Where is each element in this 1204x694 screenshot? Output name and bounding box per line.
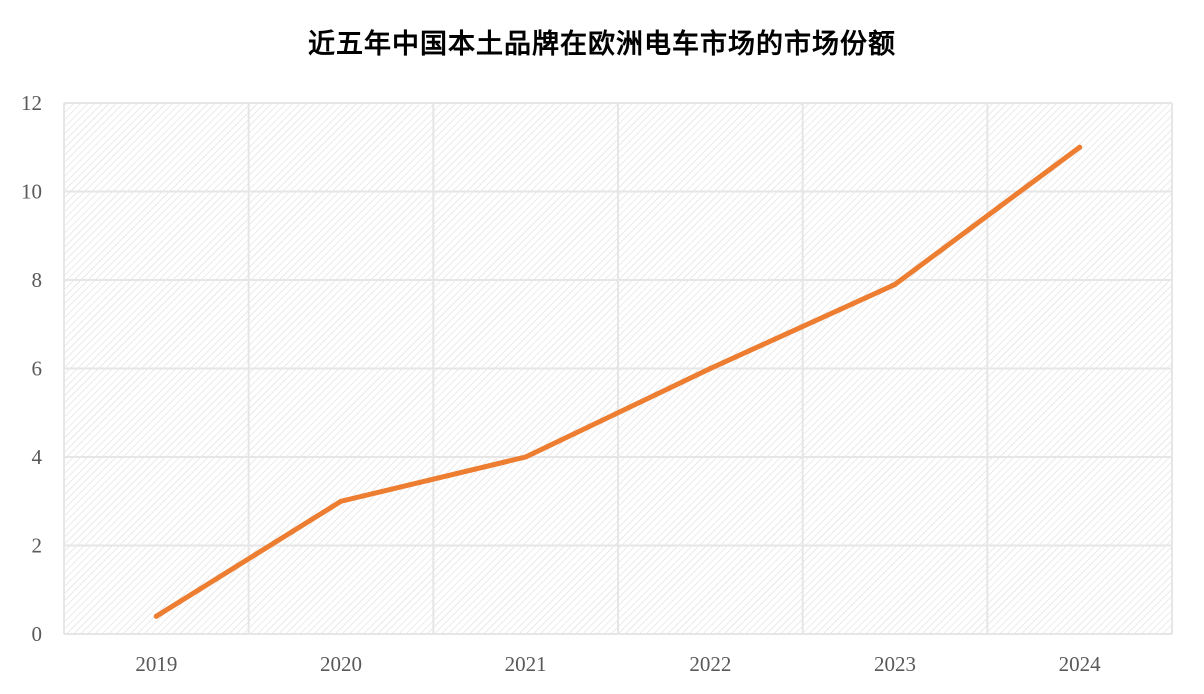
x-tick-label: 2023: [874, 652, 916, 676]
data-point: [338, 498, 344, 504]
y-tick-label: 12: [21, 91, 42, 115]
data-point: [1077, 144, 1083, 150]
y-tick-label: 8: [32, 268, 43, 292]
y-tick-label: 4: [32, 445, 43, 469]
data-point: [892, 281, 898, 287]
x-tick-label: 2021: [505, 652, 547, 676]
x-tick-label: 2024: [1059, 652, 1102, 676]
x-tick-label: 2019: [135, 652, 177, 676]
x-tick-label: 2022: [689, 652, 731, 676]
data-point: [707, 366, 713, 371]
y-axis-tick-labels: 0 2 4 6 8 10 12: [21, 91, 43, 646]
gridlines: [63, 102, 1173, 635]
y-tick-label: 0: [32, 622, 43, 646]
series-layer: [153, 144, 1083, 619]
chart-title: 近五年中国本土品牌在欧洲电车市场的市场份额: [308, 28, 896, 60]
data-point: [523, 454, 529, 460]
y-tick-label: 10: [21, 180, 42, 204]
data-point: [153, 613, 159, 619]
x-tick-label: 2020: [320, 652, 362, 676]
y-tick-label: 2: [32, 534, 43, 558]
x-axis-tick-labels: 2019 2020 2021 2022 2023 2024: [135, 652, 1101, 676]
series-line: [153, 144, 1083, 619]
y-tick-label: 6: [32, 357, 43, 381]
